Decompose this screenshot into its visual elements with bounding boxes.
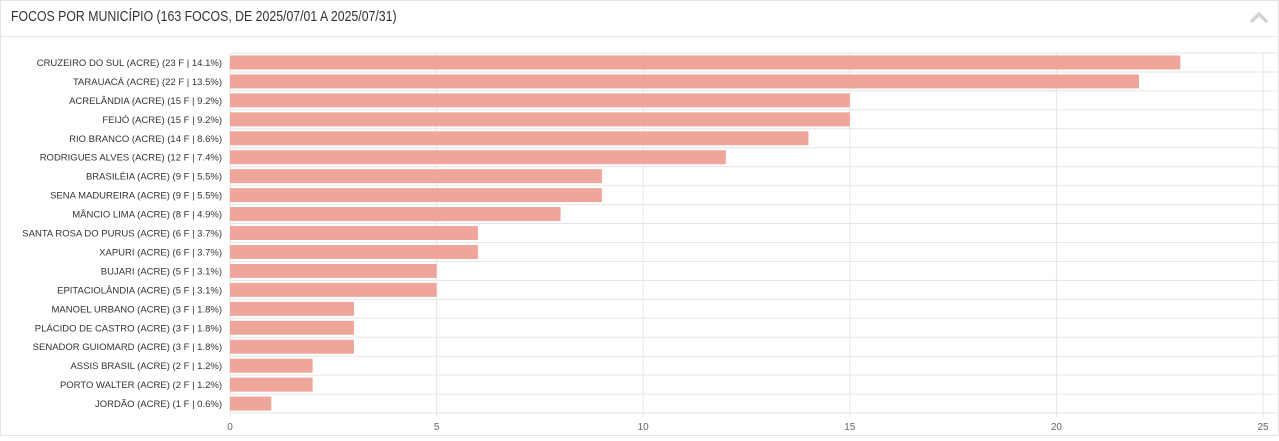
- category-label: TARAUACÁ (ACRE) (22 F | 13.5%): [73, 77, 222, 88]
- bar[interactable]: [230, 169, 602, 184]
- category-label: RIO BRANCO (ACRE) (14 F | 8.6%): [69, 134, 222, 145]
- category-label: PLÁCIDO DE CASTRO (ACRE) (3 F | 1.8%): [35, 323, 222, 334]
- bar[interactable]: [230, 282, 437, 297]
- category-label: ASSIS BRASIL (ACRE) (2 F | 1.2%): [70, 361, 222, 372]
- x-tick-label: 10: [638, 422, 650, 433]
- category-label: MÂNCIO LIMA (ACRE) (8 F | 4.9%): [72, 210, 222, 221]
- category-label: FEIJÓ (ACRE) (15 F | 9.2%): [102, 115, 222, 126]
- panel-title: FOCOS POR MUNICÍPIO (163 FOCOS, DE 2025/…: [11, 8, 397, 25]
- category-label: XAPURI (ACRE) (6 F | 3.7%): [99, 247, 222, 258]
- bar[interactable]: [230, 358, 313, 373]
- bar[interactable]: [230, 207, 561, 222]
- category-label: PORTO WALTER (ACRE) (2 F | 1.2%): [60, 380, 222, 391]
- category-label: EPITACIOLÂNDIA (ACRE) (5 F | 3.1%): [57, 285, 222, 296]
- grid-lines: [229, 52, 1278, 418]
- bar[interactable]: [230, 188, 602, 203]
- category-label: SENA MADUREIRA (ACRE) (9 F | 5.5%): [50, 191, 222, 202]
- bar[interactable]: [230, 263, 437, 278]
- bar[interactable]: [230, 396, 272, 411]
- bar-chart: CRUZEIRO DO SUL (ACRE) (23 F | 14.1%) TAR…: [22, 52, 1278, 433]
- collapse-button[interactable]: [1248, 8, 1270, 28]
- category-label: BUJARI (ACRE) (5 F | 3.1%): [101, 266, 222, 277]
- category-label: MANOEL URBANO (ACRE) (3 F | 1.8%): [51, 304, 222, 315]
- category-label: RODRIGUES ALVES (ACRE) (12 F | 7.4%): [40, 153, 222, 164]
- bar[interactable]: [230, 150, 726, 165]
- x-tick-label: 25: [1257, 422, 1269, 433]
- bar[interactable]: [230, 244, 478, 259]
- category-label: JORDÃO (ACRE) (1 F | 0.6%): [95, 399, 222, 410]
- bar[interactable]: [230, 339, 354, 354]
- chart-area: CRUZEIRO DO SUL (ACRE) (23 F | 14.1%) TAR…: [1, 37, 1278, 436]
- x-tick-label: 0: [227, 422, 233, 433]
- bar[interactable]: [230, 112, 850, 127]
- category-labels: CRUZEIRO DO SUL (ACRE) (23 F | 14.1%) TAR…: [22, 58, 222, 410]
- bar[interactable]: [230, 93, 850, 108]
- bar[interactable]: [230, 320, 354, 335]
- category-label: ACRELÂNDIA (ACRE) (15 F | 9.2%): [69, 96, 222, 107]
- bar[interactable]: [230, 301, 354, 316]
- panel-header: FOCOS POR MUNICÍPIO (163 FOCOS, DE 2025/…: [1, 1, 1278, 37]
- bar[interactable]: [230, 226, 478, 241]
- bar[interactable]: [230, 131, 809, 146]
- category-label: BRASILÉIA (ACRE) (9 F | 5.5%): [86, 172, 222, 183]
- bars: [230, 55, 1181, 411]
- category-label: CRUZEIRO DO SUL (ACRE) (23 F | 14.1%): [37, 58, 222, 69]
- category-label: SENADOR GUIOMARD (ACRE) (3 F | 1.8%): [33, 342, 222, 353]
- bar[interactable]: [230, 377, 313, 392]
- x-tick-label: 15: [844, 422, 856, 433]
- x-tick-label: 20: [1051, 422, 1063, 433]
- category-label: SANTA ROSA DO PURUS (ACRE) (6 F | 3.7%): [22, 229, 222, 240]
- bar[interactable]: [230, 74, 1140, 89]
- bar[interactable]: [230, 55, 1181, 70]
- x-axis-ticks: 0 5 10 15 20 25: [227, 422, 1269, 433]
- x-tick-label: 5: [434, 422, 440, 433]
- chevron-up-icon: [1250, 12, 1268, 23]
